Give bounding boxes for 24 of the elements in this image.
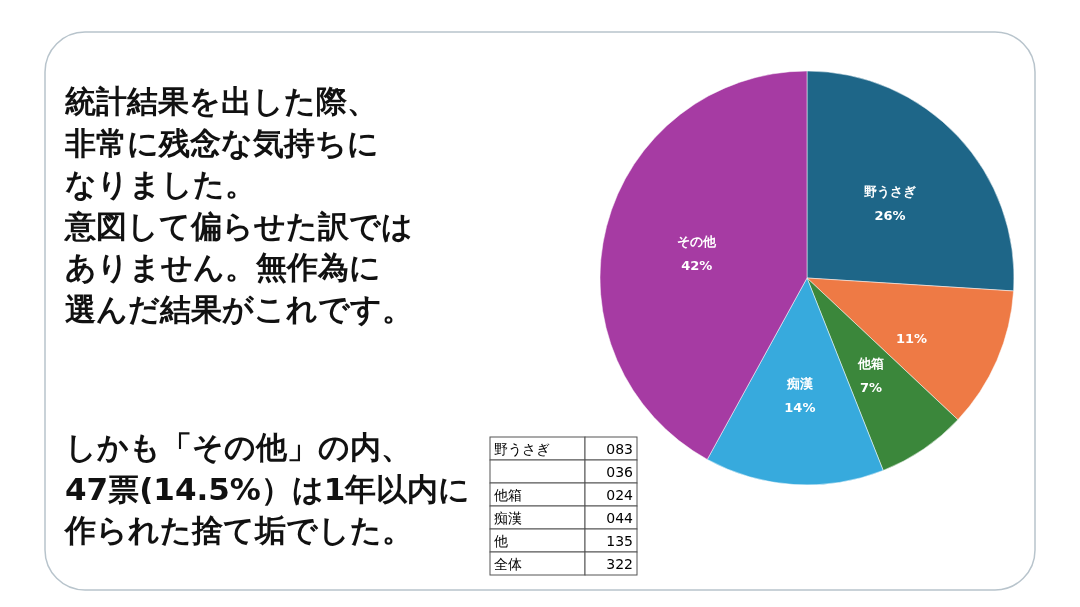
text: 意図して偏らせた訳では [63,207,413,244]
slice-label: その他 [677,233,718,249]
text: 他箱 024 [494,487,633,503]
text: 47票(14.5%）は1年以内に [65,470,471,507]
data-label: 7% [859,380,883,396]
text: なりました。 [65,166,256,202]
text: 036 [606,464,634,480]
text: 全体 322 [494,556,633,572]
text: 非常に残念な気持ちに [64,124,379,161]
data-label: 42% [681,257,713,273]
text: ありません。無作為に [65,249,381,285]
text: 選んだ結果がこれです。 [65,290,413,327]
text: 統計結果を出した際、 [64,83,378,119]
slice-label: 野うさぎ [863,184,916,200]
text: しかも「その他」の内、 [65,429,412,465]
slice-label: 他箱 [856,356,884,372]
text: 野うさぎ 083 [494,441,633,457]
data-label: 26% [874,208,906,224]
text: 痴漢 044 [494,510,633,526]
text: 作られた捨て垢でした。 [63,512,413,548]
slice-label: 痴漢 [785,375,814,391]
data-label: 11% [895,331,928,347]
text: 他 135 [494,533,633,549]
data-label: 14% [784,399,816,415]
